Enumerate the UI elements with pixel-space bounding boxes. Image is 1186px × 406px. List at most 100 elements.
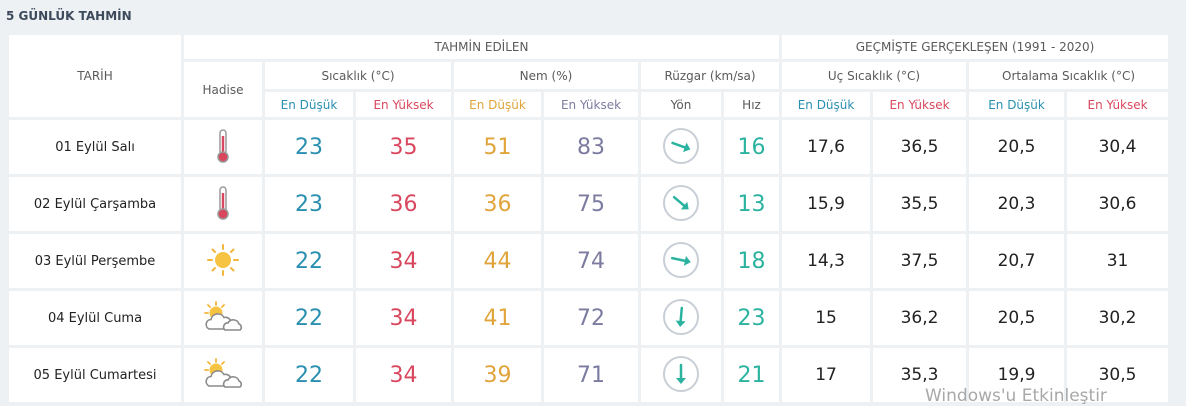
icon-part <box>675 320 686 327</box>
value-cell: 22 <box>265 348 353 402</box>
icon-part <box>217 128 229 163</box>
icon-part <box>663 241 699 278</box>
icon-part <box>683 255 691 266</box>
sub-header-cell: En Yüksek <box>544 92 638 117</box>
icon-part <box>211 248 216 253</box>
value-cell: 83 <box>544 120 638 174</box>
icon-part <box>207 243 239 276</box>
icon-part <box>207 243 239 276</box>
value-cell: 36 <box>454 177 541 231</box>
icon-part <box>230 248 235 253</box>
date-cell: 01 Eylül Salı <box>9 120 181 174</box>
header-cell: Nem (%) <box>454 62 638 89</box>
value-cell: 34 <box>356 348 451 402</box>
value-cell: 34 <box>356 234 451 288</box>
header-cell: Hadise <box>184 62 262 117</box>
icon-part <box>663 355 699 392</box>
value-cell: 13 <box>724 177 780 231</box>
value-cell: 20,3 <box>969 177 1065 231</box>
value-cell: 30,2 <box>1067 291 1169 345</box>
sub-header-cell: En Düşük <box>454 92 541 117</box>
value-cell: 30,5 <box>1067 348 1169 402</box>
value-cell: 19,9 <box>969 348 1065 402</box>
wind-direction-cell <box>641 348 721 402</box>
value-cell: 31 <box>1067 234 1169 288</box>
icon-part <box>230 266 235 271</box>
value-cell: 35 <box>356 120 451 174</box>
value-cell: 36,2 <box>873 291 967 345</box>
watermark: Windows'u Etkinleştir <box>925 386 1107 406</box>
value-cell: 14,3 <box>782 234 871 288</box>
icon-part <box>675 306 686 327</box>
icon-part <box>671 141 691 152</box>
sub-header-cell: Yön <box>641 92 721 117</box>
wind-direction-cell <box>641 291 721 345</box>
value-cell: 39 <box>454 348 541 402</box>
icon-part <box>211 266 216 271</box>
value-cell: 44 <box>454 234 541 288</box>
value-cell: 17 <box>782 348 871 402</box>
wind-direction-cell <box>641 177 721 231</box>
value-cell: 15 <box>782 291 871 345</box>
value-cell: 34 <box>356 291 451 345</box>
value-cell: 30,4 <box>1067 120 1169 174</box>
sub-header-cell: En Yüksek <box>873 92 967 117</box>
icon-part <box>663 298 699 335</box>
value-cell: 22 <box>265 234 353 288</box>
icon-part <box>217 207 229 220</box>
value-cell: 30,6 <box>1067 177 1169 231</box>
value-cell: 74 <box>544 234 638 288</box>
value-cell: 71 <box>544 348 638 402</box>
icon-part <box>222 375 243 388</box>
icon-part <box>204 300 243 331</box>
icon-part <box>221 360 225 365</box>
sub-header-cell: En Düşük <box>265 92 353 117</box>
value-cell: 35,3 <box>873 348 967 402</box>
section-title: 5 GÜNLÜK TAHMİN <box>6 9 132 23</box>
icon-part <box>222 318 243 331</box>
value-cell: 23 <box>265 177 353 231</box>
weather-icon-cell <box>184 234 262 288</box>
icon-part <box>207 360 211 365</box>
value-cell: 16 <box>724 120 780 174</box>
icon-part <box>672 195 689 209</box>
icon-part <box>672 195 687 208</box>
value-cell: 20,5 <box>969 120 1065 174</box>
date-cell: 02 Eylül Çarşamba <box>9 177 181 231</box>
header-cell: TARİH <box>9 35 181 117</box>
value-cell: 51 <box>454 120 541 174</box>
value-cell: 35,5 <box>873 177 967 231</box>
weather-icon-cell <box>184 120 262 174</box>
sub-header-cell: En Düşük <box>969 92 1065 117</box>
icon-part <box>663 184 699 221</box>
data-row: 02 Eylül Çarşamba 23 36 36 75 13 15,9 35,5 20,3 3… <box>9 177 1169 231</box>
value-cell: 17,6 <box>782 120 871 174</box>
icon-part <box>679 306 684 324</box>
icon-part <box>204 357 243 388</box>
sub-header-cell: En Yüksek <box>356 92 451 117</box>
header-cell: Ortalama Sıcaklık (°C) <box>969 62 1169 89</box>
value-cell: 72 <box>544 291 638 345</box>
wind-direction-cell <box>641 120 721 174</box>
icon-part <box>217 150 229 163</box>
icon-part <box>221 192 225 211</box>
value-cell: 75 <box>544 177 638 231</box>
value-cell: 20,5 <box>969 291 1065 345</box>
icon-part <box>663 127 699 164</box>
icon-part <box>217 185 229 220</box>
weather-icon-cell <box>184 348 262 402</box>
date-cell: 05 Eylül Cumartesi <box>9 348 181 402</box>
sub-header-cell: En Düşük <box>782 92 871 117</box>
icon-part <box>670 256 689 262</box>
sub-header-cell: En Yüksek <box>1067 92 1169 117</box>
data-row: 05 Eylül Cumartesi 22 34 39 71 21 17 35,3 19,9 30… <box>9 348 1169 402</box>
data-row: 04 Eylül Cuma 22 34 41 72 23 15 36,2 20,5 30,2 <box>9 291 1169 345</box>
icon-part <box>680 201 689 209</box>
weather-icon-cell <box>184 291 262 345</box>
value-cell: 41 <box>454 291 541 345</box>
forecast-table: TARİH TAHMİN EDİLEN GEÇMİŞTE GERÇEKLEŞEN… <box>6 32 1171 405</box>
icon-part <box>683 142 691 152</box>
value-cell: 22 <box>265 291 353 345</box>
icon-part <box>670 255 691 266</box>
